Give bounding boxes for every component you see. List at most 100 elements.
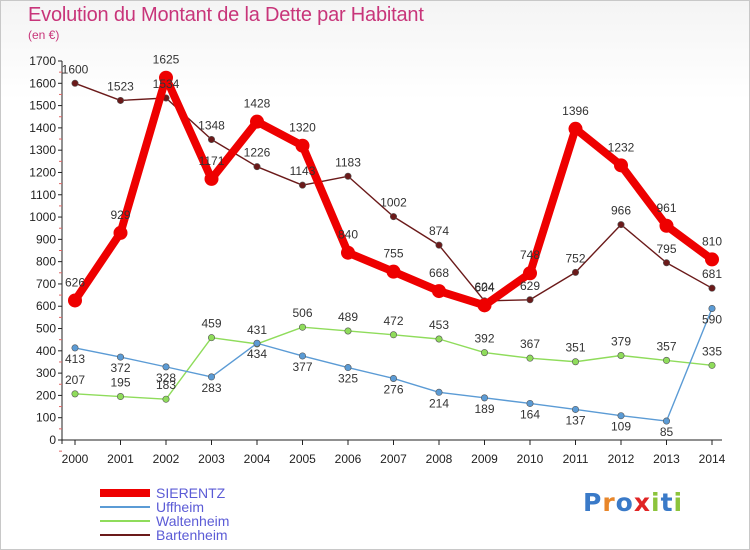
- data-label-waltenheim: 183: [156, 378, 176, 392]
- x-tick-label: 2008: [426, 452, 453, 466]
- y-tick-label: 0: [49, 433, 56, 447]
- data-label-bartenheim: 1600: [62, 62, 89, 76]
- data-label-sierentz: 1396: [562, 104, 589, 118]
- y-tick-label: 300: [36, 366, 56, 380]
- data-label-waltenheim: 431: [247, 323, 267, 337]
- proxiti-logo: Proxiti: [583, 488, 683, 517]
- data-point-bartenheim: [526, 296, 534, 304]
- data-label-sierentz: 755: [383, 247, 403, 261]
- x-tick-label: 2007: [380, 452, 407, 466]
- data-label-waltenheim: 489: [338, 310, 358, 324]
- data-label-waltenheim: 335: [702, 344, 722, 358]
- data-point-waltenheim: [71, 390, 79, 398]
- data-point-uffheim: [480, 394, 488, 402]
- data-point-uffheim: [253, 339, 261, 347]
- data-label-uffheim: 189: [474, 402, 494, 416]
- data-label-bartenheim: 1183: [335, 155, 361, 169]
- data-label-uffheim: 413: [65, 352, 85, 366]
- legend-swatch: [100, 520, 150, 522]
- data-point-waltenheim: [526, 354, 534, 362]
- data-label-uffheim: 137: [565, 413, 585, 427]
- data-point-uffheim: [526, 399, 534, 407]
- x-tick-label: 2014: [699, 452, 726, 466]
- y-tick-label: 1100: [30, 188, 56, 202]
- data-point-bartenheim: [253, 163, 261, 171]
- data-label-waltenheim: 453: [429, 318, 449, 332]
- x-tick-label: 2012: [608, 452, 635, 466]
- data-label-uffheim: 109: [611, 420, 631, 434]
- data-label-sierentz: 1232: [608, 140, 635, 154]
- logo-letter: t: [660, 488, 674, 517]
- data-point-waltenheim: [617, 352, 625, 360]
- data-point-sierentz: [386, 264, 401, 279]
- y-tick-label: 200: [36, 388, 56, 402]
- data-point-waltenheim: [208, 334, 216, 342]
- data-point-waltenheim: [162, 395, 170, 403]
- legend-item-sierentz: SIERENTZ: [100, 485, 229, 501]
- y-tick-label: 500: [36, 322, 56, 336]
- data-label-bartenheim: 1523: [107, 79, 134, 93]
- data-point-uffheim: [662, 417, 670, 425]
- data-label-waltenheim: 392: [474, 332, 494, 346]
- data-label-uffheim: 164: [520, 407, 540, 421]
- data-label-bartenheim: 1002: [380, 196, 407, 210]
- data-label-sierentz: 1171: [199, 154, 225, 168]
- legend-label: SIERENTZ: [156, 485, 226, 501]
- data-point-uffheim: [708, 304, 716, 312]
- data-point-waltenheim: [344, 327, 352, 335]
- data-label-uffheim: 214: [429, 396, 449, 410]
- y-tick-label: 400: [36, 344, 56, 358]
- data-label-waltenheim: 379: [611, 335, 631, 349]
- data-label-uffheim: 590: [702, 312, 722, 326]
- chart-title: Evolution du Montant de la Dette par Hab…: [28, 4, 424, 26]
- data-point-sierentz: [523, 266, 537, 281]
- data-point-sierentz: [568, 121, 583, 136]
- data-label-uffheim: 328: [156, 371, 176, 385]
- legend-item-waltenheim: Waltenheim: [100, 513, 229, 529]
- data-point-sierentz: [250, 114, 264, 129]
- data-label-uffheim: 283: [201, 381, 221, 395]
- legend-swatch: [100, 534, 150, 536]
- data-point-uffheim: [389, 374, 397, 382]
- y-tick-label: 100: [36, 411, 56, 425]
- logo-letter: o: [615, 488, 634, 517]
- data-point-bartenheim: [298, 181, 306, 189]
- y-tick-label: 700: [36, 277, 56, 291]
- y-tick-label: 600: [36, 299, 56, 313]
- data-point-bartenheim: [344, 172, 352, 180]
- data-point-uffheim: [435, 388, 443, 396]
- data-point-uffheim: [571, 405, 579, 413]
- data-point-waltenheim: [662, 356, 670, 364]
- data-label-waltenheim: 351: [565, 341, 585, 355]
- data-label-waltenheim: 367: [520, 337, 540, 351]
- data-label-sierentz: 929: [110, 208, 130, 222]
- data-point-bartenheim: [617, 221, 625, 229]
- data-point-sierentz: [477, 298, 492, 313]
- data-point-sierentz: [204, 171, 219, 186]
- data-label-uffheim: 377: [292, 360, 312, 374]
- x-tick-label: 2006: [335, 452, 362, 466]
- data-label-uffheim: 325: [338, 372, 358, 386]
- data-point-bartenheim: [389, 213, 397, 221]
- data-label-uffheim: 276: [383, 382, 403, 396]
- data-point-sierentz: [68, 293, 82, 308]
- legend-swatch: [100, 506, 150, 508]
- data-label-uffheim: 85: [660, 425, 674, 439]
- data-label-bartenheim: 1226: [244, 146, 271, 160]
- data-point-uffheim: [208, 373, 216, 381]
- data-label-waltenheim: 506: [292, 306, 312, 320]
- data-label-sierentz: 961: [656, 201, 676, 215]
- data-point-bartenheim: [571, 268, 579, 276]
- data-point-sierentz: [159, 70, 173, 85]
- data-label-bartenheim: 629: [520, 279, 540, 293]
- data-label-waltenheim: 207: [65, 373, 85, 387]
- y-tick-label: 1500: [29, 99, 56, 113]
- y-tick-label: 1300: [29, 143, 56, 157]
- data-point-bartenheim: [435, 241, 443, 249]
- data-point-waltenheim: [571, 358, 579, 366]
- data-point-bartenheim: [708, 284, 716, 292]
- data-point-bartenheim: [208, 135, 216, 143]
- data-point-sierentz: [295, 138, 310, 153]
- x-tick-label: 2009: [471, 452, 498, 466]
